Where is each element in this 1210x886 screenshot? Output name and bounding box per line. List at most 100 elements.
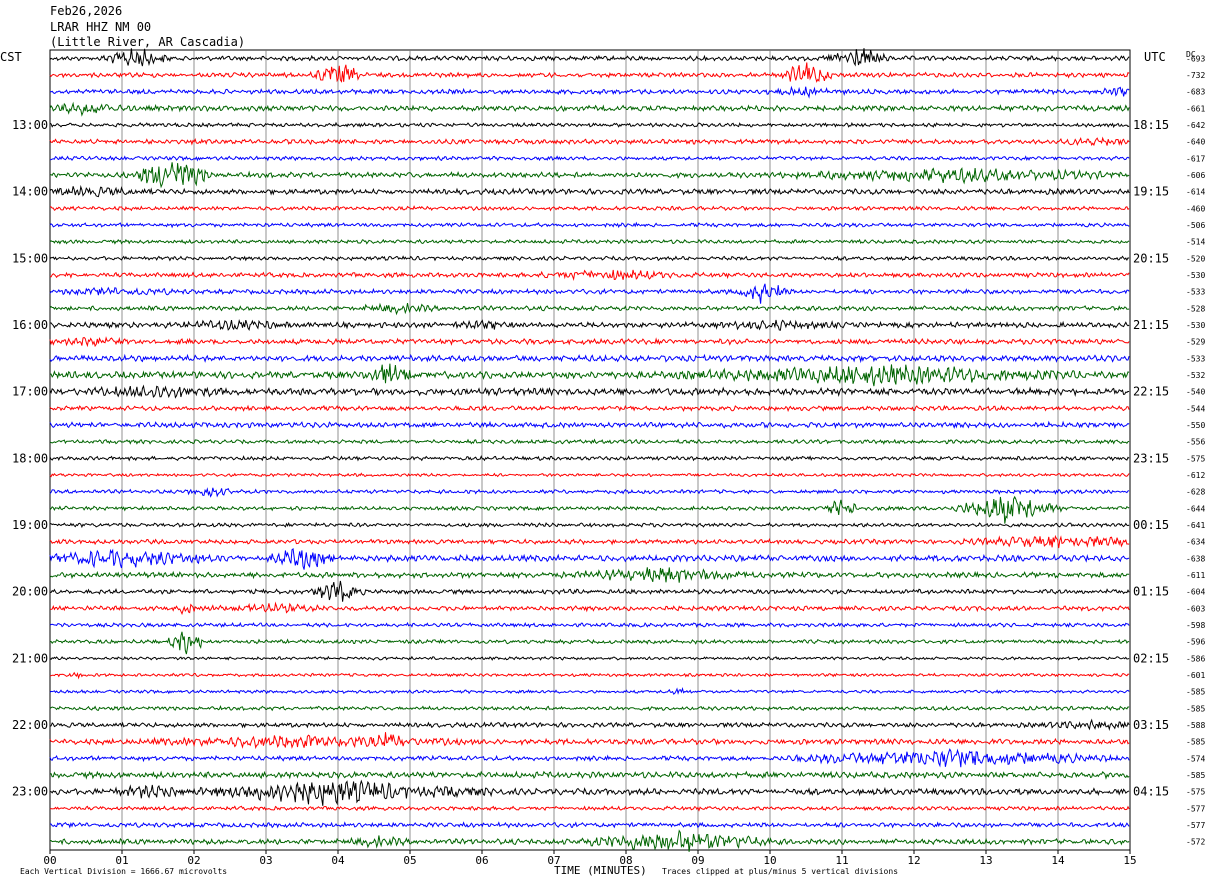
dc-offset-label: -533 [1186, 288, 1205, 297]
dc-offset-label: -520 [1186, 254, 1205, 263]
x-tick-label: 13 [979, 854, 992, 867]
dc-offset-label: -577 [1186, 821, 1205, 830]
trace-row-10 [49, 221, 1130, 229]
trace-row-34 [49, 621, 1130, 629]
cst-hour-label: 19:00 [12, 518, 48, 532]
trace-row-6 [49, 155, 1130, 162]
trace-row-31 [49, 567, 1130, 583]
trace-row-17 [49, 336, 1130, 348]
x-tick-label: 01 [115, 854, 128, 867]
trace-row-8 [49, 184, 1130, 198]
plot-axes: 00 01 02 03 04 05 06 07 08 09 10 11 12 13 14 15 -693 -732… [0, 50, 1205, 867]
dc-offset-label: -585 [1186, 738, 1205, 747]
dc-offset-label: -617 [1186, 154, 1205, 163]
dc-offset-label: -642 [1186, 121, 1205, 130]
utc-hour-label: 21:15 [1133, 318, 1169, 332]
cst-hour-label: 23:00 [12, 785, 48, 799]
chart-location: (Little River, AR Cascadia) [50, 35, 246, 49]
utc-hour-label: 03:15 [1133, 718, 1169, 732]
trace-row-7 [49, 162, 1130, 189]
x-tick-label: 07 [547, 854, 560, 867]
dc-offset-label: -514 [1186, 238, 1205, 247]
x-tick-label: 00 [43, 854, 56, 867]
utc-hour-label: 22:15 [1133, 385, 1169, 399]
dc-offset-label: -683 [1186, 88, 1205, 97]
trace-row-23 [49, 438, 1130, 445]
plot-frame [49, 49, 1131, 851]
dc-offset-label: -550 [1186, 421, 1205, 430]
trace-row-25 [49, 472, 1130, 478]
trace-row-9 [49, 205, 1130, 212]
dc-offset-label: -640 [1186, 138, 1205, 147]
dc-offset-label: -588 [1186, 721, 1205, 730]
trace-row-39 [49, 705, 1130, 712]
dc-offset-label: -544 [1186, 404, 1205, 413]
trace-row-27 [49, 495, 1130, 524]
x-tick-label: 12 [907, 854, 920, 867]
dc-offset-label: -641 [1186, 521, 1205, 530]
trace-row-0 [49, 48, 1130, 67]
dc-offset-label: -604 [1186, 588, 1205, 597]
trace-row-40 [49, 718, 1130, 732]
dc-offset-label: -612 [1186, 471, 1205, 480]
dc-offset-label: -614 [1186, 188, 1205, 197]
trace-row-45 [49, 805, 1130, 812]
dc-offset-label: -732 [1186, 71, 1205, 80]
cst-hour-label: 14:00 [12, 185, 48, 199]
dc-offset-label: -575 [1186, 454, 1205, 463]
trace-row-11 [49, 238, 1130, 245]
x-tick-label: 15 [1123, 854, 1136, 867]
utc-hour-label: 19:15 [1133, 185, 1169, 199]
trace-row-19 [49, 363, 1130, 387]
dc-offset-label: -596 [1186, 638, 1205, 647]
trace-row-35 [49, 631, 1130, 655]
x-tick-label: 10 [763, 854, 776, 867]
x-tick-label: 02 [187, 854, 200, 867]
trace-row-14 [49, 283, 1130, 304]
utc-hour-label: 01:15 [1133, 585, 1169, 599]
dc-offset-label: -606 [1186, 171, 1205, 180]
cst-hour-label: 20:00 [12, 585, 48, 599]
utc-hour-label: 04:15 [1133, 785, 1169, 799]
dc-offset-label: -586 [1186, 654, 1205, 663]
trace-row-43 [49, 770, 1130, 780]
utc-hour-label: 00:15 [1133, 518, 1169, 532]
utc-hour-label: 20:15 [1133, 251, 1169, 265]
trace-row-24 [49, 455, 1130, 462]
trace-row-32 [49, 580, 1130, 602]
dc-offset-label: -575 [1186, 788, 1205, 797]
dc-offset-label: -532 [1186, 371, 1205, 380]
trace-row-47 [49, 829, 1130, 852]
trace-row-21 [49, 404, 1130, 413]
trace-row-36 [49, 655, 1130, 661]
trace-row-13 [49, 269, 1130, 282]
cst-hour-label: 15:00 [12, 251, 48, 265]
trace-row-22 [49, 420, 1130, 430]
trace-row-44 [49, 779, 1130, 806]
dc-offset-label: -628 [1186, 488, 1205, 497]
trace-row-30 [49, 547, 1130, 570]
trace-row-5 [49, 136, 1130, 147]
dc-offset-label: -603 [1186, 604, 1205, 613]
dc-offset-label: -574 [1186, 754, 1205, 763]
dc-offset-label: -577 [1186, 804, 1205, 813]
dc-offset-label: -661 [1186, 104, 1205, 113]
x-tick-label: 04 [331, 854, 345, 867]
cst-hour-label: 16:00 [12, 318, 48, 332]
trace-row-12 [49, 255, 1130, 262]
x-tick-label: 08 [619, 854, 632, 867]
dc-offset-label: -528 [1186, 304, 1205, 313]
cst-hour-label: 17:00 [12, 385, 48, 399]
utc-hour-label: 18:15 [1133, 118, 1169, 132]
x-tick-label: 03 [259, 854, 272, 867]
utc-hour-label: 23:15 [1133, 451, 1169, 465]
chart-date: Feb26,2026 [50, 4, 123, 18]
dc-offset-label: -529 [1186, 338, 1205, 347]
trace-row-29 [49, 534, 1130, 549]
dc-offset-label: -585 [1186, 704, 1205, 713]
trace-row-38 [49, 686, 1130, 695]
trace-row-18 [49, 353, 1130, 364]
dc-offset-label: -693 [1186, 54, 1205, 63]
dc-offset-label: -460 [1186, 204, 1205, 213]
